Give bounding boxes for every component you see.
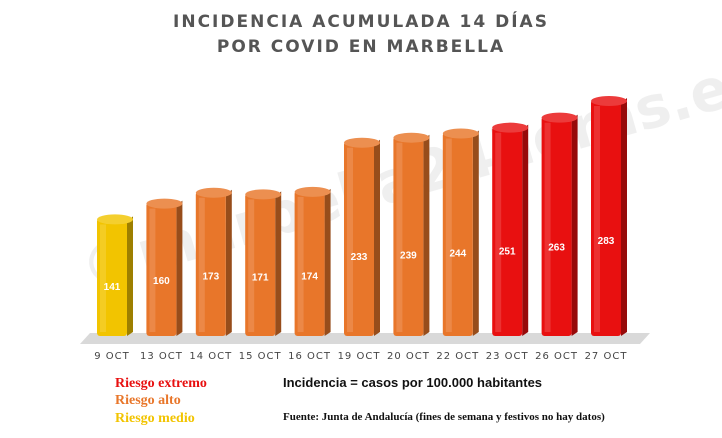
bar-highlight [396,142,403,332]
chart-title: INCIDENCIA ACUMULADA 14 DÍAS POR COVID E… [173,10,549,57]
legend-riesgo-medio: Riesgo medio [115,411,195,426]
bar-27-oct [591,96,627,336]
bar-highlight [198,197,205,332]
data-label: 233 [351,252,368,263]
title-line-2: POR COVID EN MARBELLA [217,37,505,57]
x-tick-label: 15 OCT [239,351,282,362]
bar-top [97,214,133,225]
bar-side [225,189,232,336]
data-label: 244 [449,249,466,260]
legend: Riesgo extremo Riesgo alto Riesgo medio [115,376,207,426]
data-label: 160 [153,276,170,287]
bar-highlight [100,224,106,332]
bar-highlight [445,138,452,332]
bar-top [344,137,380,148]
bar-side [127,216,133,336]
source-note: Fuente: Junta de Andalucía (fines de sem… [283,411,605,423]
bar-26-oct [541,112,578,337]
bar-highlight [248,199,255,332]
bar-side [522,124,529,336]
data-label: 173 [202,272,219,283]
data-label: 174 [301,271,318,282]
data-label: 141 [104,282,121,293]
data-label: 171 [252,272,269,283]
bar-side [324,188,331,336]
title-line-1: INCIDENCIA ACUMULADA 14 DÍAS [173,10,549,32]
x-tick-label: 14 OCT [189,351,232,362]
x-tick-label: 26 OCT [535,351,578,362]
data-label: 263 [548,242,565,253]
x-tick-label: 19 OCT [338,351,381,362]
bar-top [393,132,430,143]
bar-highlight [495,132,502,332]
incidence-note: Incidencia = casos por 100.000 habitante… [283,375,542,390]
bar-23-oct [492,122,529,336]
bar-top [294,186,331,197]
bar-top [591,96,627,106]
bar-19-oct [344,137,380,336]
bar-top [442,128,479,139]
bar-side [472,130,479,336]
bar-side [374,139,380,336]
data-label: 239 [400,250,417,261]
x-tick-label: 20 OCT [387,351,430,362]
x-tick-label: 16 OCT [288,351,331,362]
x-tick-label: 13 OCT [140,351,183,362]
bar-14-oct [195,187,232,336]
bar-16-oct [294,186,331,336]
bar-highlight [544,122,551,333]
bar-15-oct [245,189,282,336]
bar-9-oct [97,214,133,336]
bar-highlight [347,147,353,332]
bar-highlight [297,196,304,332]
bar-side [571,114,578,337]
bar-top [195,187,232,198]
legend-riesgo-extremo: Riesgo extremo [115,376,207,391]
bar-side [176,200,183,336]
x-axis-tick-labels: 9 OCT 13 OCT 14 OCT 15 OCT 16 OCT 19 OCT 20 OC… [94,351,628,362]
bar-side [621,98,627,336]
data-label: 251 [499,246,516,257]
bar-20-oct [393,132,430,336]
data-label: 283 [598,236,615,247]
bars-group [97,96,627,337]
bar-top [541,112,578,123]
bar-highlight [149,208,156,332]
x-tick-label: 9 OCT [94,351,130,362]
legend-riesgo-alto: Riesgo alto [115,393,181,408]
bar-13-oct [146,198,183,336]
bar-top [146,198,183,209]
bar-top [245,189,282,200]
bar-side [423,134,430,336]
bar-top [492,122,529,133]
bar-side [275,191,282,336]
data-labels: 141 160 173 171 174 233 239 244 251 263 283 [104,236,615,293]
x-tick-label: 22 OCT [436,351,479,362]
x-tick-label: 23 OCT [486,351,529,362]
bar-highlight [594,106,600,332]
bar-22-oct [442,128,479,336]
x-tick-label: 27 OCT [585,351,628,362]
